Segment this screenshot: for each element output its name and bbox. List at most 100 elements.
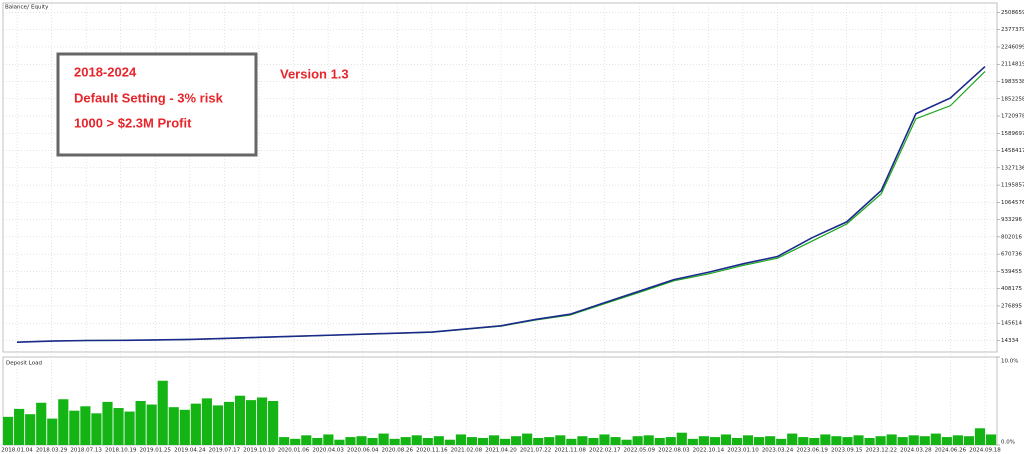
y-tick-label: 2377379 — [1001, 27, 1024, 33]
bar — [190, 403, 201, 445]
bar — [400, 437, 411, 445]
bar — [234, 395, 246, 445]
bar — [842, 437, 853, 445]
y-tick-label: 1195857 — [1001, 183, 1024, 189]
legend-separator — [26, 4, 30, 10]
annotation: 1000 > $2.3M Profit — [74, 115, 192, 130]
bar — [168, 407, 179, 445]
bar — [157, 380, 168, 445]
bar — [212, 405, 224, 445]
bar — [853, 435, 864, 445]
x-tick-label: 2019.10.10 — [243, 448, 275, 454]
y-tick-label: 14334 — [1001, 338, 1019, 344]
x-tick-label: 2019.04.24 — [174, 448, 206, 454]
y-tick-label: 1852258 — [1001, 96, 1024, 102]
pane-title: Deposit Load — [6, 361, 42, 367]
x-tick-label: 2018.07.13 — [70, 448, 102, 454]
x-tick-label: 2023.06.19 — [796, 448, 828, 454]
x-tick-label: 2024.03.28 — [900, 448, 932, 454]
x-tick-label: 2020.11.16 — [416, 448, 448, 454]
bar — [544, 437, 555, 445]
bar — [58, 399, 69, 445]
bar — [643, 435, 654, 445]
x-tick-label: 2019.07.17 — [209, 448, 241, 454]
x-tick-label: 2021.07.22 — [520, 448, 552, 454]
bar — [654, 437, 665, 445]
bar — [588, 437, 599, 445]
bar — [919, 436, 930, 445]
bar — [113, 408, 124, 445]
y-tick-label: 10.0% — [1001, 359, 1018, 365]
x-tick-label: 2019.01.25 — [140, 448, 172, 454]
bar — [389, 438, 400, 445]
x-tick-label: 2023.01.10 — [727, 448, 759, 454]
bar — [466, 437, 478, 445]
x-tick-label: 2018.10.19 — [105, 448, 137, 454]
bar — [135, 401, 146, 445]
bar — [952, 435, 963, 445]
bar — [36, 402, 47, 445]
bar — [80, 406, 91, 445]
bar — [798, 437, 809, 445]
x-tick-label: 2023.03.24 — [762, 448, 794, 454]
bar — [787, 433, 798, 445]
bar — [422, 437, 433, 445]
y-tick-label: 1327136 — [1001, 165, 1024, 171]
bar — [3, 416, 14, 445]
bar — [974, 428, 986, 445]
bar — [146, 404, 157, 445]
y-tick-label: 1458417 — [1001, 148, 1024, 154]
y-tick-label: 145614 — [1001, 321, 1022, 327]
bar — [886, 434, 897, 445]
x-tick-label: 2023.09.15 — [831, 448, 863, 454]
bar — [455, 434, 466, 445]
bar — [831, 436, 842, 445]
bar — [367, 437, 378, 445]
bar — [632, 436, 643, 445]
annotation: 2018-2024 — [74, 64, 137, 79]
bar — [533, 437, 544, 445]
x-tick-label: 2021.11.08 — [554, 448, 586, 454]
legend-entry: Balance — [5, 5, 28, 11]
bar — [124, 411, 135, 445]
bar — [864, 437, 875, 445]
bar — [334, 439, 345, 445]
bar — [809, 437, 820, 445]
x-tick-label: 2021.04.20 — [485, 448, 517, 454]
bar — [566, 438, 577, 445]
x-tick-label: 2024.06.26 — [935, 448, 967, 454]
bar — [312, 437, 323, 445]
bar — [776, 438, 787, 445]
x-tick-label: 2022.08.03 — [658, 448, 690, 454]
bar — [500, 438, 511, 445]
bar — [488, 435, 500, 445]
bar — [941, 437, 952, 445]
bar — [356, 436, 367, 445]
y-tick-label: 276895 — [1001, 303, 1022, 309]
bar — [268, 401, 279, 445]
bar — [179, 409, 190, 445]
bar — [279, 437, 290, 445]
x-tick-label: 2020.08.26 — [382, 448, 414, 454]
y-tick-label: 1064576 — [1001, 200, 1024, 206]
y-tick-label: 408175 — [1001, 286, 1022, 292]
bar — [257, 397, 268, 445]
bar — [687, 438, 698, 445]
bar — [577, 436, 588, 445]
bar — [621, 439, 632, 445]
y-tick-label: 539455 — [1001, 269, 1022, 275]
bar — [930, 433, 941, 445]
y-tick-label: 2246099 — [1001, 44, 1024, 50]
bar — [908, 435, 919, 445]
bar — [731, 437, 743, 445]
y-tick-label: 1720978 — [1001, 114, 1024, 120]
x-tick-label: 2020.04.03 — [312, 448, 344, 454]
y-tick-label: 933296 — [1001, 217, 1022, 223]
bar — [963, 436, 975, 445]
bar — [522, 433, 533, 445]
bar — [820, 434, 831, 445]
bar — [754, 437, 765, 445]
x-tick-label: 2020.01.06 — [278, 448, 310, 454]
bar — [765, 436, 776, 445]
x-tick-label: 2023.12.22 — [866, 448, 898, 454]
